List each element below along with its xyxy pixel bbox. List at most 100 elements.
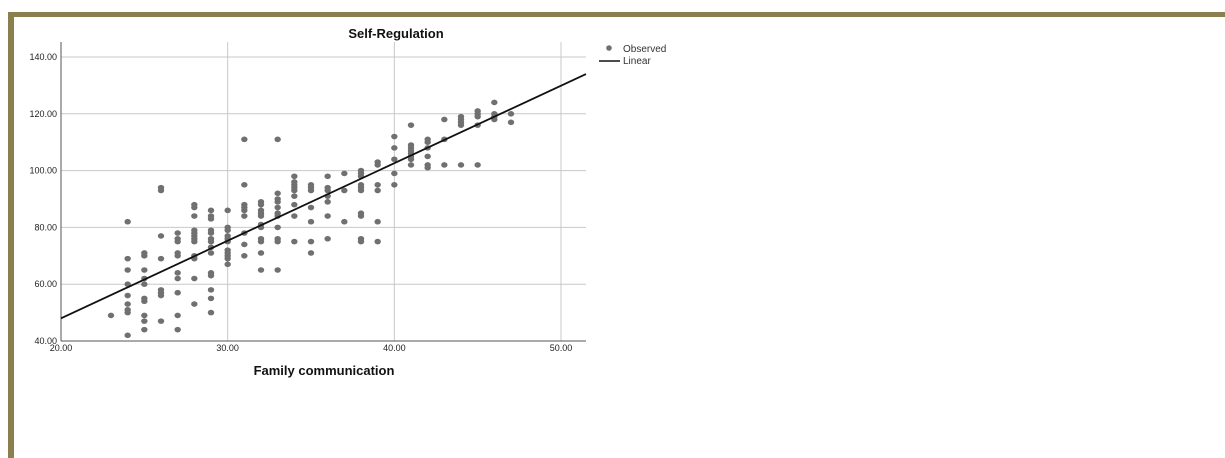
data-point: [324, 187, 331, 194]
data-point: [307, 218, 315, 225]
data-point: [274, 238, 281, 245]
data-point: [374, 162, 381, 168]
data-point: [191, 275, 198, 282]
data-point: [424, 153, 431, 160]
data-point: [207, 238, 215, 245]
legend-linear-label: Linear: [623, 56, 651, 67]
data-point: [441, 116, 448, 123]
data-point: [207, 207, 215, 214]
data-point: [241, 182, 248, 188]
data-point: [141, 281, 148, 288]
data-point: [191, 213, 198, 219]
data-point: [374, 187, 381, 194]
data-point: [357, 238, 365, 245]
data-point: [391, 156, 398, 163]
data-point: [341, 170, 348, 177]
chart-title: Self-Regulation: [348, 26, 443, 41]
grid-lines: [61, 42, 586, 341]
data-point: [141, 267, 148, 273]
data-point: [507, 119, 515, 126]
legend: Observed Linear: [599, 44, 666, 67]
window-frame-top: [8, 12, 1225, 17]
data-point: [391, 170, 398, 177]
data-point: [291, 193, 298, 199]
data-point: [391, 145, 398, 151]
data-point: [224, 261, 231, 268]
data-point: [124, 332, 131, 339]
y-tick-label: 80.00: [34, 222, 57, 232]
data-point: [291, 201, 298, 208]
data-point: [324, 235, 331, 242]
data-point: [157, 255, 165, 262]
observed-points: [107, 99, 515, 339]
data-point: [257, 201, 265, 208]
x-tick-label: 30.00: [216, 343, 239, 353]
data-point: [324, 213, 331, 219]
data-point: [207, 250, 215, 256]
data-point: [124, 218, 131, 225]
data-point: [307, 250, 315, 256]
data-point: [241, 136, 248, 143]
data-point: [191, 301, 198, 307]
data-point: [124, 309, 131, 316]
data-point: [141, 312, 148, 319]
legend-observed-marker: [606, 45, 612, 51]
data-point: [274, 190, 281, 197]
data-point: [174, 238, 181, 245]
data-point: [291, 238, 298, 245]
data-point: [274, 199, 281, 205]
y-tick-label: 60.00: [34, 279, 57, 289]
data-point: [124, 301, 131, 307]
data-point: [124, 267, 131, 273]
data-point: [157, 318, 165, 324]
data-point: [274, 204, 281, 211]
data-point: [391, 182, 398, 188]
data-point: [124, 292, 131, 299]
data-point: [374, 238, 381, 245]
data-point: [357, 187, 365, 194]
data-point: [257, 267, 265, 273]
data-point: [291, 213, 298, 219]
data-point: [174, 270, 181, 276]
data-point: [174, 275, 181, 282]
data-point: [174, 230, 181, 236]
data-point: [257, 213, 265, 219]
data-point: [424, 139, 431, 145]
data-point: [291, 187, 298, 194]
data-point: [291, 173, 298, 180]
data-point: [407, 122, 415, 128]
data-point: [207, 230, 215, 236]
linear-fit-line: [60, 73, 587, 320]
data-point: [357, 213, 365, 219]
data-point: [174, 253, 181, 259]
y-tick-label: 120.00: [29, 109, 57, 119]
data-point: [224, 207, 231, 214]
data-point: [241, 207, 248, 214]
data-point: [107, 312, 115, 319]
x-tick-label: 20.00: [50, 343, 73, 353]
y-tick-label: 100.00: [29, 166, 57, 176]
data-point: [274, 224, 281, 231]
data-point: [274, 136, 281, 143]
data-point: [307, 238, 315, 245]
data-point: [257, 238, 265, 245]
x-tick-label: 50.00: [550, 343, 573, 353]
data-point: [141, 318, 148, 324]
data-point: [141, 253, 148, 259]
data-point: [157, 187, 165, 194]
data-point: [391, 133, 398, 140]
data-point: [224, 255, 231, 262]
data-point: [241, 213, 248, 219]
data-point: [307, 187, 315, 194]
data-point: [207, 287, 215, 293]
data-point: [457, 122, 465, 128]
data-point: [207, 295, 215, 302]
data-point: [141, 326, 148, 333]
x-axis-label: Family communication: [254, 363, 395, 378]
data-point: [141, 298, 148, 305]
data-point: [507, 111, 515, 117]
x-tick-label: 40.00: [383, 343, 406, 353]
window-frame-left: [8, 12, 14, 458]
data-point: [341, 218, 348, 225]
data-point: [407, 162, 415, 168]
